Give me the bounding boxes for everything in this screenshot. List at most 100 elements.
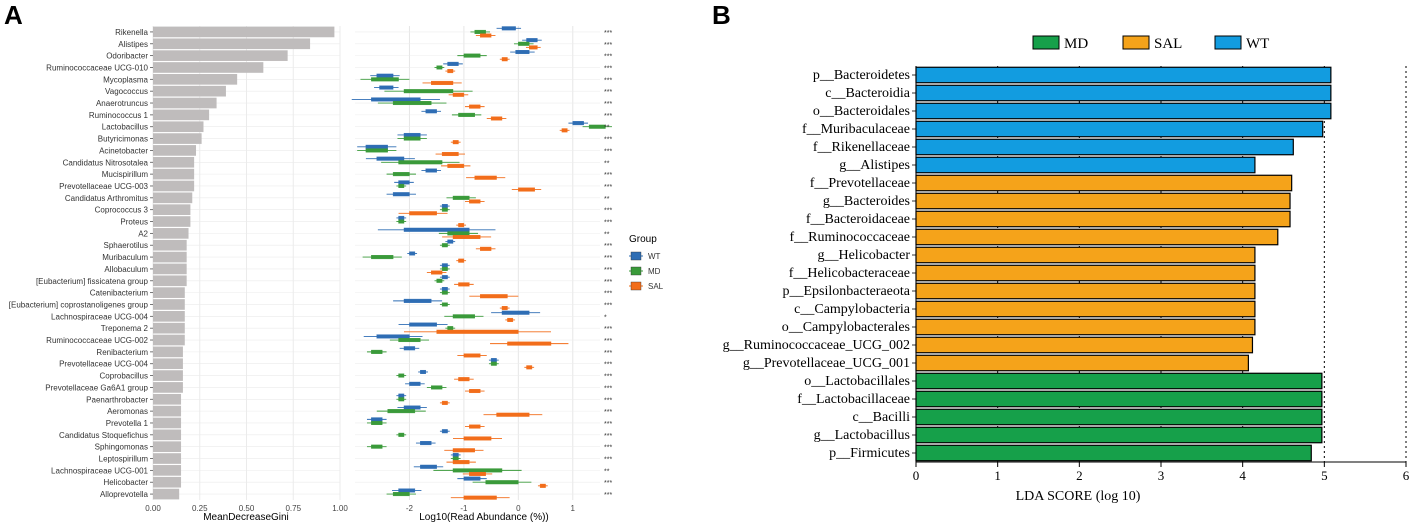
boxplot-x-tick-label: -2 [406, 504, 414, 513]
significance-label: *** [604, 220, 612, 227]
boxplot-box-md [452, 195, 470, 200]
gini-bar [153, 73, 238, 85]
boxplot-box-wt [403, 405, 421, 410]
lda-category-label: f__Muribaculaceae [802, 122, 910, 137]
boxplot-box-md [490, 361, 497, 366]
boxplot-box-sal [458, 223, 465, 228]
boxplot-box-sal [469, 104, 481, 109]
significance-label: *** [604, 480, 612, 487]
lda-category-label: c__Campylobacteria [794, 302, 911, 317]
lda-category-label: o__Lactobacillales [804, 374, 910, 389]
significance-label: *** [604, 291, 612, 298]
gini-bar [153, 156, 195, 168]
gini-bar [153, 133, 202, 144]
significance-label: *** [604, 397, 612, 404]
boxplot-box-wt [526, 38, 538, 43]
gini-bar [153, 251, 187, 263]
boxplot-box-wt [365, 144, 388, 149]
boxplot-box-sal [463, 495, 497, 500]
significance-label: *** [604, 374, 612, 381]
panel-label-a: A [4, 0, 23, 30]
boxplot-box-sal [539, 483, 546, 488]
boxplot-box-md [452, 468, 503, 473]
significance-label: *** [604, 172, 612, 179]
gini-category-label: Ruminococcaceae UCG-002 [46, 336, 148, 345]
boxplot-box-wt [447, 239, 454, 244]
gini-category-label: Butyricimonas [98, 135, 148, 144]
boxplot-box-md [398, 160, 443, 165]
significance-label: *** [604, 148, 612, 155]
gini-bar [153, 334, 185, 346]
gini-bar [153, 168, 195, 180]
lda-x-tick-label: 5 [1321, 468, 1328, 483]
boxplot-box-md [398, 219, 405, 224]
boxplot-box-sal [452, 448, 475, 453]
panel-label-b: B [712, 0, 731, 30]
boxplot-box-md [441, 290, 448, 295]
significance-label: *** [604, 409, 612, 416]
boxplot-box-sal [431, 80, 454, 85]
gini-category-label: Coprococcus 3 [95, 206, 149, 215]
boxplot-box-wt [463, 476, 481, 481]
boxplot-box-sal [458, 377, 470, 382]
significance-label: *** [604, 267, 612, 274]
significance-label: *** [604, 457, 612, 464]
gini-bar [153, 370, 183, 381]
boxplot-box-md [398, 432, 405, 437]
gini-category-label: Catenibacterium [90, 289, 149, 298]
boxplot-box-wt [420, 464, 437, 469]
gini-category-label: Lachnospiraceae UCG-001 [51, 466, 148, 475]
lda-bar-md [915, 444, 1312, 462]
gini-bar [153, 275, 187, 287]
lda-category-label: p__Epsilonbacteraeota [782, 284, 910, 299]
lda-bar-sal [915, 282, 1256, 300]
boxplot-box-wt [441, 287, 448, 292]
boxplot-box-md [441, 266, 448, 271]
boxplot-box-md [447, 231, 470, 236]
gini-bar [153, 50, 288, 61]
boxplot-box-wt [376, 334, 410, 339]
gini-bar [153, 239, 187, 251]
lda-category-label: g__Lactobacillus [814, 428, 910, 443]
gini-category-label: A2 [138, 229, 148, 238]
gini-x-axis-title: MeanDecreaseGini [203, 512, 289, 523]
boxplot-box-wt [376, 73, 394, 78]
boxplot-box-sal [452, 234, 481, 239]
boxplot-box-md [441, 207, 448, 212]
significance-label: *** [604, 492, 612, 499]
lda-category-label: g__Helicobacter [817, 248, 910, 263]
boxplot-box-wt [441, 263, 448, 268]
boxplot-box-md [398, 183, 405, 188]
gini-category-label: Vagococcus [105, 87, 148, 96]
boxplot-box-md [485, 480, 519, 485]
gini-category-label: Prevotella 1 [106, 419, 149, 428]
gini-bar [153, 145, 197, 156]
lda-x-tick-label: 0 [913, 468, 920, 483]
significance-label: *** [604, 433, 612, 440]
boxplot-box-md [436, 65, 443, 70]
gini-category-label: Sphingomonas [95, 443, 148, 452]
boxplot-box-md [518, 41, 530, 46]
boxplot-box-wt [490, 358, 497, 363]
lda-bar-chart: MD SAL WT p__Bacteroidetes c__Bacteroidia o__… [723, 35, 1410, 483]
significance-label: *** [604, 137, 612, 144]
gini-x-tick-label: 0.50 [239, 504, 255, 513]
gini-bar [153, 453, 182, 464]
boxplot-box-md [436, 278, 443, 283]
gini-category-label: Aeromonas [107, 407, 148, 416]
gini-bar [153, 180, 195, 192]
gini-bar [153, 382, 183, 393]
lda-category-label: f__Lactobacillaceae [797, 392, 910, 407]
boxplot-box-sal [463, 436, 492, 441]
gini-category-label: Mucispirillum [102, 170, 149, 179]
boxplot-box-sal [469, 389, 481, 394]
lda-bar-md [915, 390, 1323, 408]
lda-x-tick-label: 2 [1076, 468, 1083, 483]
boxplot-box-wt [425, 109, 437, 114]
boxplot-box-wt [376, 156, 405, 161]
gini-category-label: Candidatus Nitrosotalea [63, 158, 149, 167]
boxplot-box-sal [452, 460, 470, 465]
gini-category-label: Candidatus Stoquefichus [59, 431, 148, 440]
significance-label: * [604, 314, 607, 321]
boxplot-box-md [403, 89, 454, 94]
